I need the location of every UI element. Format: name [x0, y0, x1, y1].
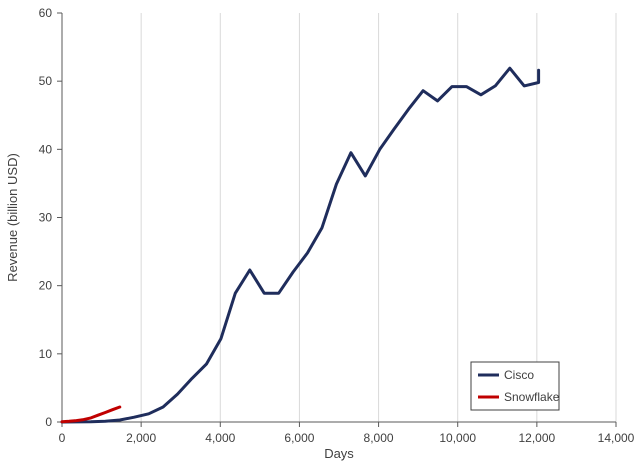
- grid: [140, 13, 617, 422]
- x-tick-label: 14,000: [598, 431, 635, 445]
- x-axis-title: Days: [324, 446, 354, 461]
- y-tick-label: 0: [45, 415, 52, 429]
- y-tick-label: 40: [39, 142, 53, 156]
- x-tick-label: 10,000: [439, 431, 476, 445]
- x-tick-label: 2,000: [126, 431, 156, 445]
- legend-box: [470, 361, 560, 411]
- legend: Cisco Snowflake: [470, 361, 560, 411]
- series-line-cisco: [60, 66, 541, 424]
- y-axis-title: Revenue (billion USD): [5, 153, 20, 282]
- x-tick-label: 8,000: [364, 431, 394, 445]
- legend-label-cisco: Cisco: [504, 368, 534, 382]
- x-tick-label: 4,000: [205, 431, 235, 445]
- x-tick-label: 12,000: [519, 431, 556, 445]
- x-tick-label: 6,000: [284, 431, 314, 445]
- y-tick-label: 10: [39, 347, 53, 361]
- series-line-snowflake: [60, 405, 122, 424]
- x-tick-label: 0: [59, 431, 66, 445]
- y-tick-label: 50: [39, 74, 53, 88]
- y-tick-label: 60: [39, 6, 53, 20]
- legend-label-snowflake: Snowflake: [504, 390, 560, 404]
- tick-labels: 0 10 20 30 40 50 60 0 2,000 4,000 6,000 8,000 10,000…: [39, 6, 635, 445]
- y-tick-label: 30: [39, 211, 53, 225]
- y-tick-label: 20: [39, 279, 53, 293]
- axes: [57, 12, 617, 427]
- series-lines: [60, 66, 541, 424]
